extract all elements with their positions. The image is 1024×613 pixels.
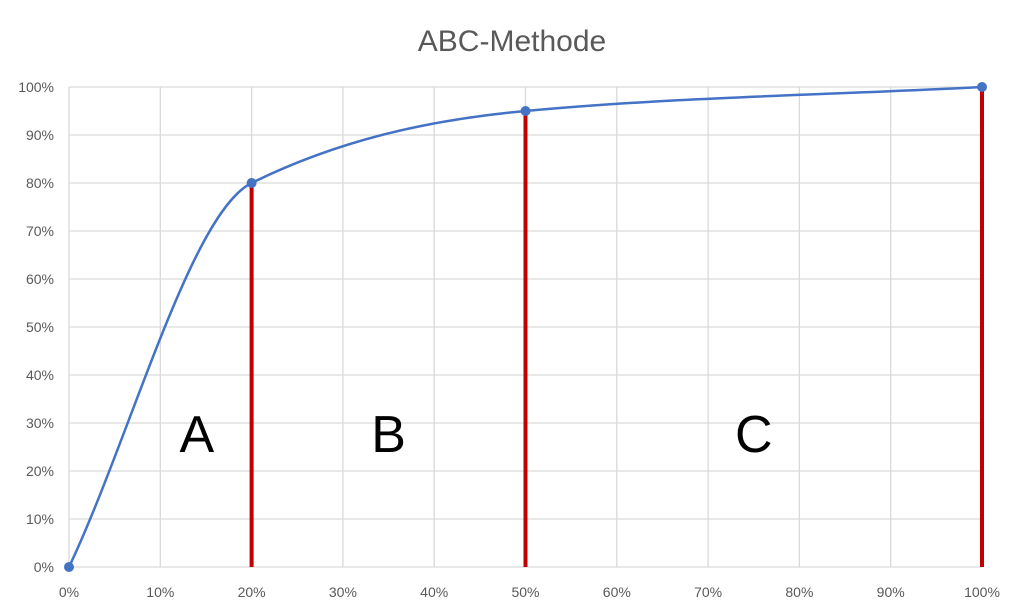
y-tick-label: 90% (26, 127, 54, 143)
chart-title: ABC-Methode (418, 25, 606, 58)
series-line (67, 85, 983, 568)
zone-label: B (371, 406, 406, 464)
y-tick-label: 50% (26, 319, 54, 335)
y-tick-label: 40% (26, 367, 54, 383)
data-point (977, 82, 987, 92)
zone-labels: A B C (179, 406, 772, 464)
x-tick-label: 40% (420, 584, 448, 600)
y-tick-label: 0% (34, 559, 54, 575)
x-tick-label: 100% (964, 584, 1000, 600)
y-tick-label: 20% (26, 463, 54, 479)
y-tick-label: 30% (26, 415, 54, 431)
x-tick-label: 10% (146, 584, 174, 600)
data-point (64, 562, 74, 572)
x-tick-label: 50% (511, 584, 539, 600)
y-tick-label: 60% (26, 271, 54, 287)
zone-label: A (179, 406, 214, 464)
data-point (520, 106, 531, 116)
x-tick-label: 80% (785, 584, 813, 600)
series-layer (64, 82, 987, 572)
x-tick-label: 70% (694, 584, 722, 600)
y-tick-label: 80% (26, 175, 54, 191)
x-tick-label: 0% (59, 584, 79, 600)
x-tick-label: 30% (329, 584, 357, 600)
zone-label: C (735, 406, 773, 464)
y-tick-label: 70% (26, 223, 54, 239)
y-tick-label: 100% (18, 79, 54, 95)
vertical-markers (249, 87, 984, 567)
tick-labels: 0% 10% 20% 30% 40% 50% 60% 70% 80% 90% 100% 0% 10% 20… (18, 79, 1000, 600)
x-tick-label: 60% (603, 584, 631, 600)
y-tick-label: 10% (26, 511, 54, 527)
x-tick-label: 20% (238, 584, 266, 600)
x-tick-label: 90% (877, 584, 905, 600)
data-point (246, 178, 257, 188)
